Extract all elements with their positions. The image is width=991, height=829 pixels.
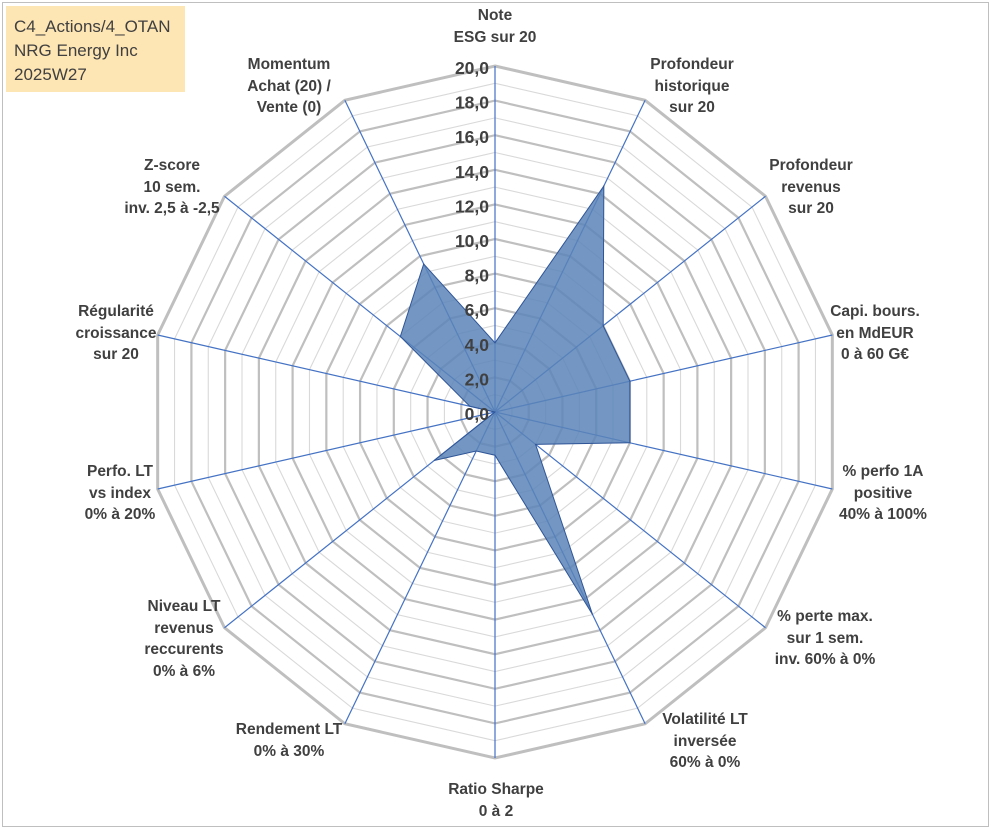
- category-label: % perte max. sur 1 sem. inv. 60% à 0%: [775, 606, 876, 671]
- axis-spoke: [344, 411, 496, 724]
- category-label-line: revenus: [781, 178, 841, 196]
- category-label: Profondeur revenus sur 20: [769, 155, 853, 220]
- category-label-line: 0% à 30%: [253, 742, 325, 760]
- category-label: Capi. bours. en MdEUR 0 à 60 G€: [830, 301, 920, 366]
- category-label-line: vs index: [88, 484, 152, 502]
- category-label-line: sur 1 sem.: [786, 629, 864, 647]
- category-label-line: sur 20: [788, 200, 834, 217]
- info-portfolio: C4_Actions/4_OTAN: [14, 17, 171, 36]
- category-label-line: inversée: [673, 732, 737, 750]
- category-label-line: sur 20: [669, 99, 715, 116]
- category-label-line: Niveau LT: [147, 598, 221, 615]
- category-label: Volatilité LT inversée 60% à 0%: [662, 709, 748, 774]
- category-label: Rendement LT 0% à 30%: [236, 719, 343, 762]
- tick-label: 12,0: [455, 196, 489, 216]
- category-label-line: sur 20: [93, 346, 139, 363]
- category-label-line: positive: [853, 484, 913, 502]
- category-label-line: % perte max.: [777, 608, 873, 625]
- category-label-line: inv. 60% à 0%: [774, 651, 876, 668]
- category-label-line: Capi. bours.: [830, 303, 920, 320]
- category-label-line: revenus: [154, 619, 214, 637]
- category-label-line: croissance: [75, 324, 157, 342]
- category-label-line: Volatilité LT: [662, 711, 748, 728]
- category-label-line: 60% à 0%: [669, 754, 741, 771]
- tick-label: 2,0: [465, 369, 490, 389]
- axis-spoke: [157, 411, 496, 490]
- category-label: Z-score 10 sem. inv. 2,5 à -2,5: [124, 155, 219, 220]
- category-label-line: Profondeur: [650, 56, 734, 73]
- info-box: C4_Actions/4_OTAN NRG Energy Inc 2025W27: [6, 6, 185, 92]
- data-series-area: [399, 184, 631, 615]
- category-label: Profondeur historique sur 20: [650, 54, 734, 119]
- category-label-line: 10 sem.: [143, 178, 201, 196]
- category-label: Perfo. LT vs index 0% à 20%: [85, 461, 156, 526]
- category-label-line: % perfo 1A: [842, 463, 924, 480]
- category-label-line: 0% à 6%: [152, 662, 216, 680]
- category-label-line: Rendement LT: [235, 721, 343, 738]
- axis-spoke: [157, 334, 496, 413]
- category-label-line: 0 à 60 G€: [840, 346, 910, 363]
- category-label-line: historique: [654, 77, 730, 95]
- category-label: Régularité croissance sur 20: [76, 301, 157, 366]
- tick-label: 10,0: [455, 231, 489, 251]
- category-label: Ratio Sharpe 0 à 2: [448, 779, 544, 822]
- info-company: NRG Energy Inc: [14, 41, 138, 60]
- tick-label: 6,0: [465, 300, 490, 320]
- category-label: Niveau LT revenus reccurents 0% à 6%: [144, 596, 223, 682]
- category-label-line: Achat (20) /: [247, 77, 331, 95]
- tick-label: 16,0: [455, 127, 489, 147]
- tick-label: 0,0: [465, 404, 490, 424]
- tick-label: 18,0: [455, 93, 489, 113]
- category-label-line: Profondeur: [769, 157, 853, 174]
- category-label-line: reccurents: [144, 641, 224, 658]
- category-label-line: Note: [477, 7, 513, 24]
- category-label-line: Régularité: [78, 303, 154, 320]
- category-label-line: ESG sur 20: [453, 28, 537, 46]
- category-label: Momentum Achat (20) / Vente (0): [247, 54, 331, 119]
- category-label-line: Momentum: [247, 56, 331, 73]
- category-label: Note ESG sur 20: [454, 5, 537, 48]
- category-label-line: Z-score: [143, 157, 200, 174]
- tick-label: 20,0: [455, 58, 489, 78]
- info-week: 2025W27: [14, 65, 87, 84]
- tick-label: 8,0: [465, 266, 490, 286]
- tick-label: 4,0: [465, 335, 490, 355]
- category-label-line: en MdEUR: [836, 324, 914, 342]
- axis-spoke: [494, 411, 766, 629]
- category-label-line: Ratio Sharpe: [448, 781, 544, 798]
- category-label-line: Perfo. LT: [86, 463, 154, 480]
- category-label-line: 0 à 2: [478, 802, 514, 820]
- category-label-line: 40% à 100%: [839, 506, 927, 523]
- category-label-line: Vente (0): [256, 99, 322, 116]
- tick-label: 14,0: [455, 162, 489, 182]
- category-label-line: inv. 2,5 à -2,5: [124, 200, 220, 217]
- category-label-line: 0% à 20%: [84, 506, 156, 523]
- category-label: % perfo 1A positive 40% à 100%: [839, 461, 927, 526]
